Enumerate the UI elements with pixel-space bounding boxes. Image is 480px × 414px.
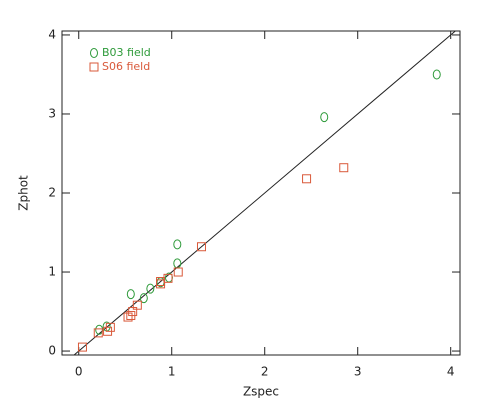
point: [128, 307, 138, 317]
y-tick-label: 1: [48, 265, 56, 279]
point: [146, 283, 155, 294]
point: [432, 69, 441, 80]
point: [93, 328, 103, 338]
point: [339, 163, 349, 173]
point: [302, 174, 312, 184]
legend-label: B03 field: [102, 46, 151, 59]
point: [123, 312, 133, 322]
y-tick-label: 4: [48, 27, 56, 41]
legend-label: S06 field: [102, 60, 150, 73]
point: [126, 289, 135, 300]
x-tick-label: 1: [168, 365, 176, 379]
y-tick-label: 0: [48, 344, 56, 358]
point: [173, 267, 183, 277]
y-tick-label: 3: [48, 106, 56, 120]
point: [163, 273, 173, 283]
y-tick-label: 2: [48, 186, 56, 200]
point: [139, 293, 148, 304]
point: [173, 258, 182, 269]
plot-area: [73, 31, 457, 355]
point: [320, 112, 329, 123]
point: [173, 239, 182, 250]
legend-marker: [89, 62, 99, 72]
point: [156, 277, 166, 287]
x-axis-label: Zspec: [243, 385, 279, 399]
plot-frame: [61, 30, 461, 356]
x-tick-label: 2: [261, 365, 269, 379]
x-tick-label: 0: [75, 365, 83, 379]
legend-marker: [90, 48, 98, 58]
point: [132, 300, 142, 310]
x-tick-label: 4: [447, 365, 455, 379]
one-to-one-line: [73, 31, 457, 355]
point: [77, 342, 87, 352]
point: [105, 322, 115, 332]
point: [196, 242, 206, 252]
point: [95, 324, 104, 335]
x-tick-label: 3: [354, 365, 362, 379]
y-axis-label: Zphot: [17, 175, 31, 211]
